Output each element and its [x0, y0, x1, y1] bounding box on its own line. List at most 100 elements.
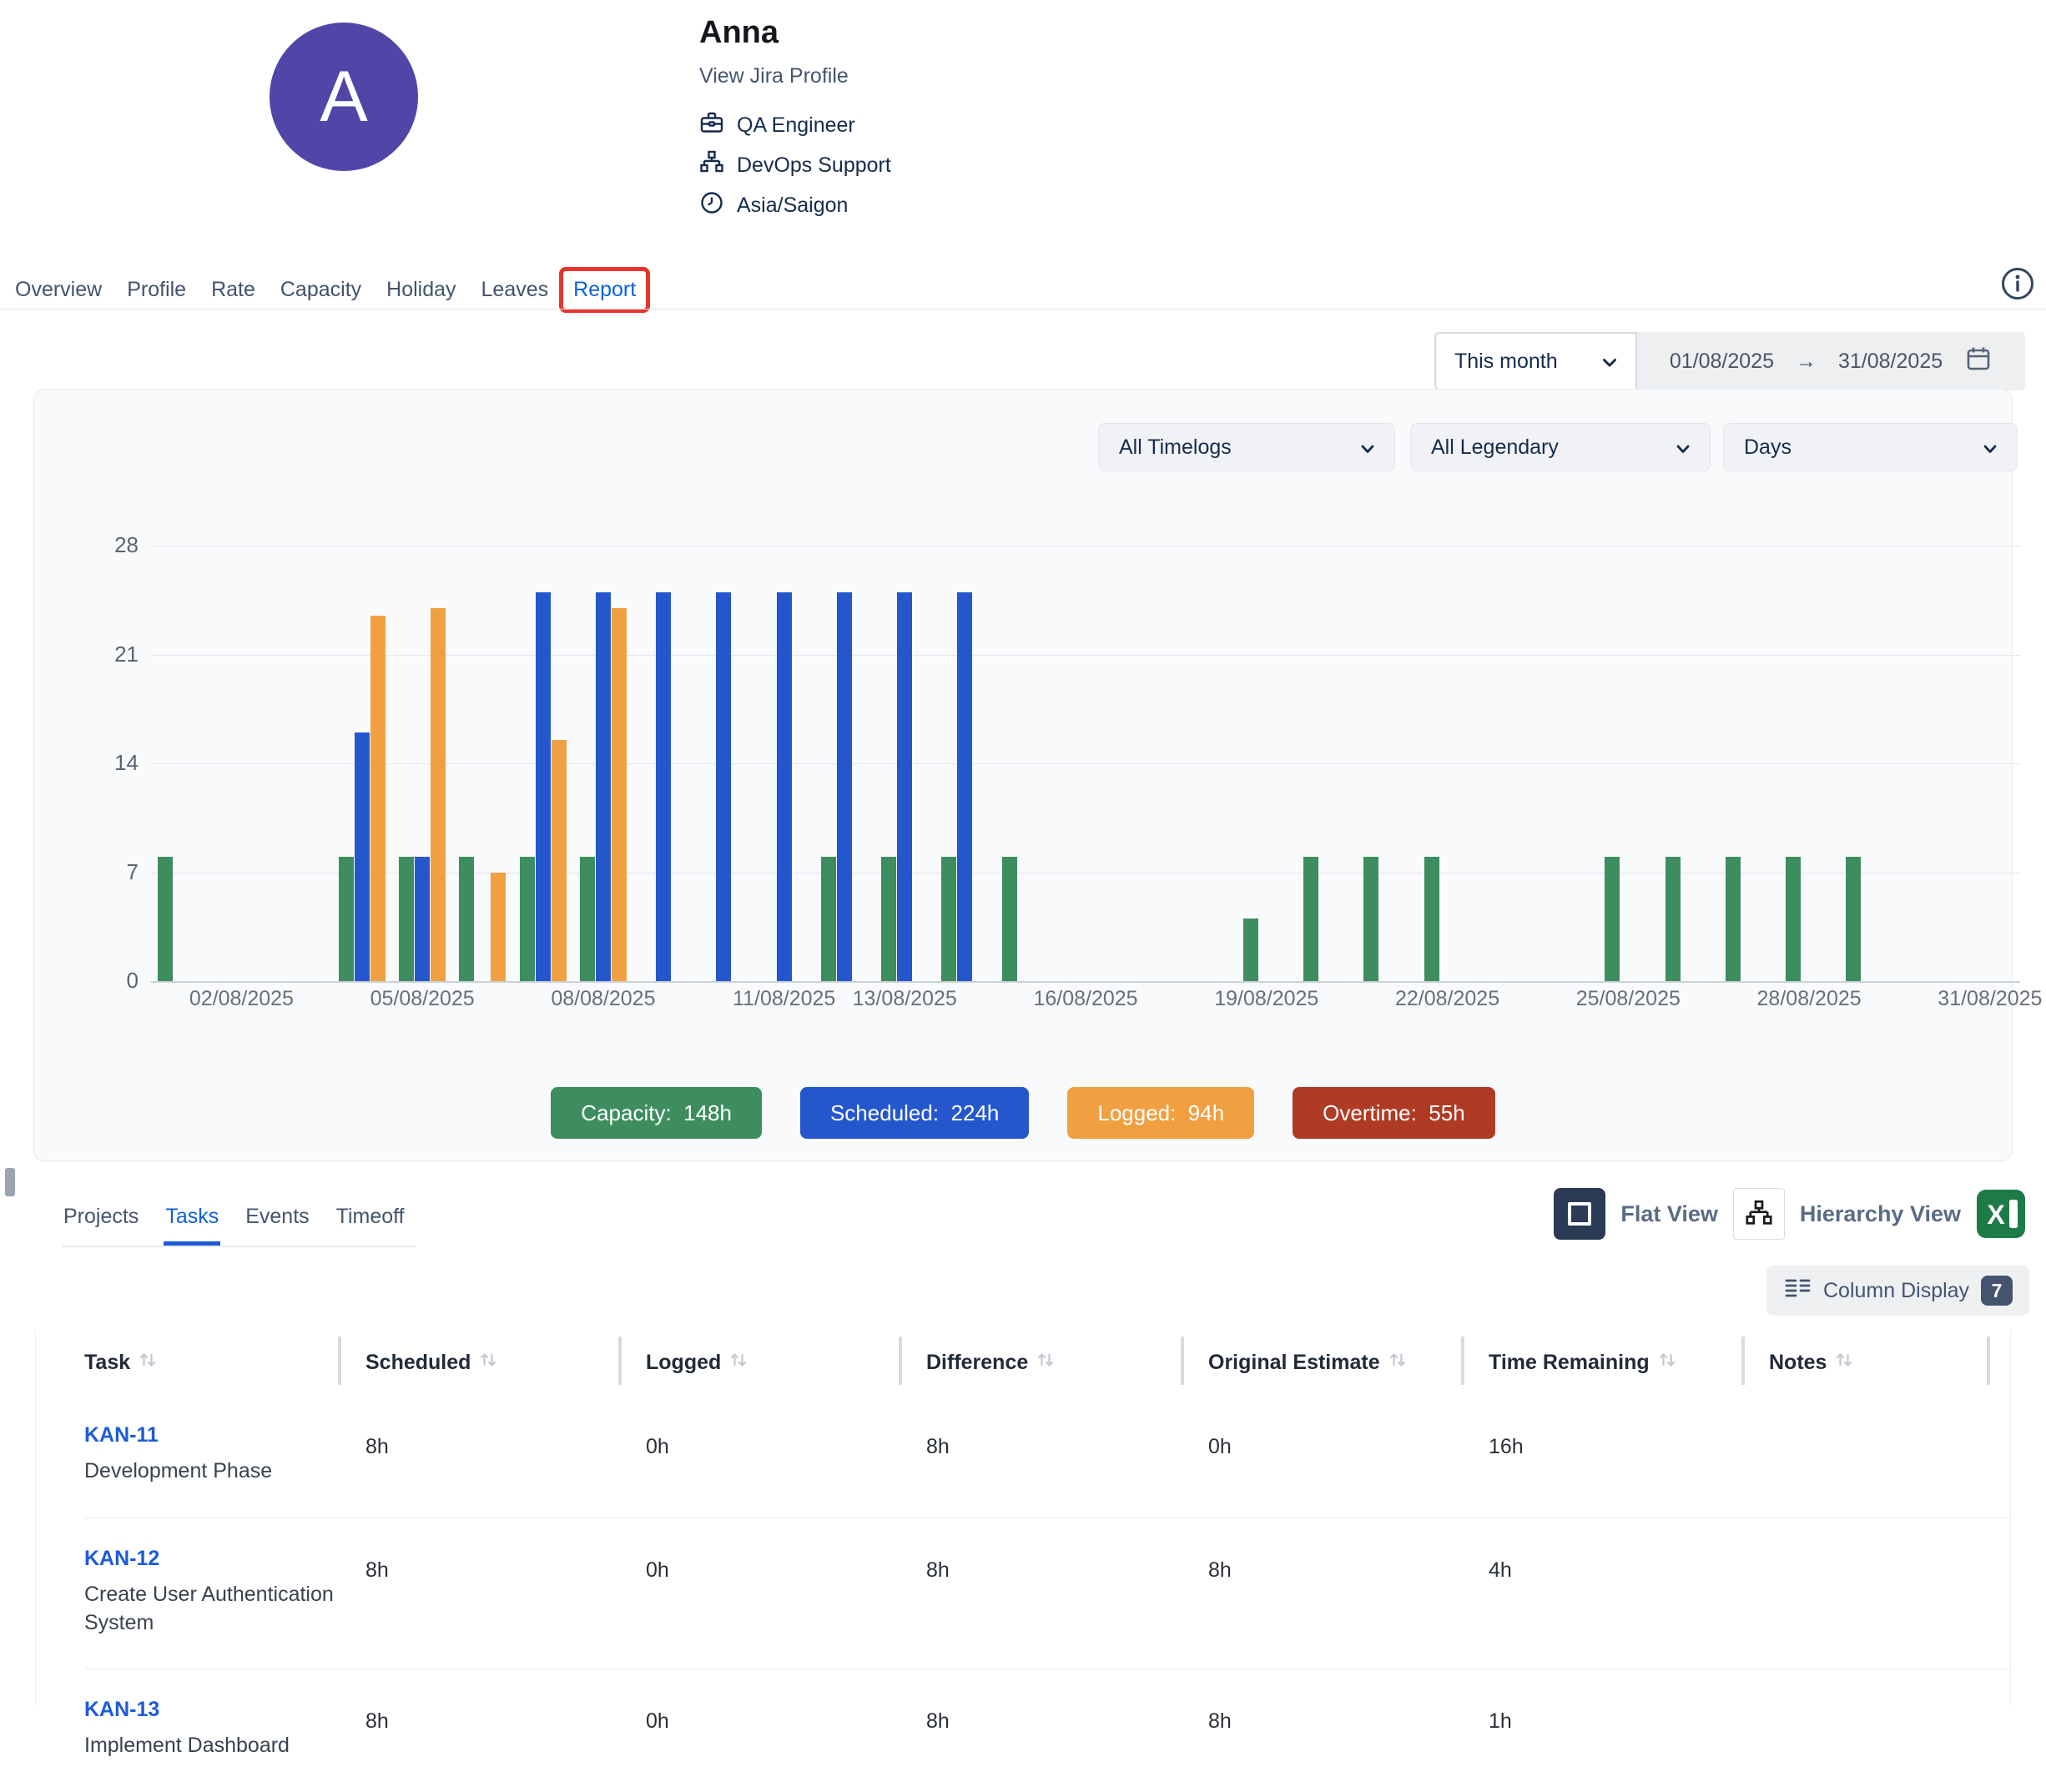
- table-cell: 8h: [926, 1547, 1208, 1583]
- nav-tab-report[interactable]: Report: [573, 278, 636, 302]
- x-axis-tick: 02/08/2025: [158, 987, 325, 1011]
- column-header-label: Logged: [646, 1351, 721, 1375]
- capacity-bar: [1243, 919, 1258, 981]
- nav-tab-profile[interactable]: Profile: [127, 278, 186, 302]
- view-jira-profile-link[interactable]: View Jira Profile: [699, 64, 891, 88]
- task-cell: KAN-12Create User Authentication System: [84, 1547, 365, 1638]
- table-cell: 0h: [646, 1423, 926, 1459]
- detail-tab-timeoff[interactable]: Timeoff: [335, 1193, 406, 1246]
- nav-tab-holiday[interactable]: Holiday: [386, 278, 456, 302]
- table-cell: 8h: [1208, 1698, 1489, 1734]
- table-cell: 8h: [1208, 1547, 1489, 1583]
- flat-view-label[interactable]: Flat View: [1620, 1201, 1718, 1227]
- task-summary: Implement Dashboard: [84, 1732, 335, 1760]
- briefcase-icon: [699, 110, 724, 141]
- column-header-time-remaining[interactable]: Time Remaining: [1489, 1350, 1769, 1376]
- sort-icon[interactable]: [1835, 1350, 1853, 1376]
- table-cell: 8h: [926, 1423, 1208, 1459]
- sort-icon[interactable]: [729, 1350, 748, 1376]
- sort-icon[interactable]: [1658, 1350, 1676, 1376]
- scheduled-bar: [355, 732, 370, 981]
- calendar-icon: [1964, 345, 1993, 379]
- column-count-badge: 7: [1981, 1276, 2013, 1306]
- legend-logged[interactable]: Logged: 94h: [1067, 1087, 1254, 1139]
- task-table: TaskScheduled Logged DifferenceOriginal Es…: [35, 1330, 2011, 1705]
- sort-icon[interactable]: [1036, 1350, 1055, 1376]
- columns-icon: [1783, 1276, 1812, 1306]
- detail-tab-events[interactable]: Events: [244, 1193, 310, 1246]
- hierarchy-view-icon[interactable]: [1733, 1188, 1785, 1240]
- table-cell: 0h: [646, 1547, 926, 1583]
- column-display-button[interactable]: Column Display 7: [1766, 1266, 2029, 1316]
- profile-info: Anna View Jira Profile QA Engineer: [699, 15, 891, 221]
- hierarchy-view-label[interactable]: Hierarchy View: [1800, 1201, 1961, 1227]
- capacity-bar: [399, 857, 414, 981]
- capacity-bar: [941, 857, 956, 981]
- legend-overtime[interactable]: Overtime: 55h: [1293, 1087, 1495, 1139]
- flat-view-icon[interactable]: [1554, 1188, 1605, 1240]
- nav-tab-capacity[interactable]: Capacity: [280, 278, 361, 302]
- column-header-logged[interactable]: Logged: [646, 1350, 926, 1376]
- table-row: KAN-11Development Phase8h0h8h0h16h: [84, 1395, 2010, 1518]
- column-header-task[interactable]: Task: [84, 1350, 365, 1376]
- task-summary: Development Phase: [84, 1457, 335, 1486]
- capacity-bar: [520, 857, 535, 981]
- gridline: [151, 981, 2020, 983]
- task-key-link[interactable]: KAN-12: [84, 1547, 365, 1571]
- logged-bar: [370, 616, 386, 981]
- nav-tab-overview[interactable]: Overview: [15, 278, 102, 302]
- column-header-difference[interactable]: Difference: [926, 1350, 1208, 1376]
- date-range-picker[interactable]: 01/08/2025 → 31/08/2025: [1637, 332, 2025, 390]
- table-cell: 0h: [646, 1698, 926, 1734]
- detail-tab-projects[interactable]: Projects: [62, 1193, 140, 1246]
- scheduled-bar: [957, 592, 972, 981]
- scheduled-bar: [897, 592, 912, 981]
- org-chart-icon: [699, 150, 724, 181]
- view-controls: Flat View Hierarchy View X: [1554, 1188, 2026, 1240]
- x-axis-tick: 25/08/2025: [1545, 987, 1711, 1011]
- table-cell: [1769, 1423, 2010, 1435]
- task-key-link[interactable]: KAN-13: [84, 1698, 365, 1722]
- table-cell: 0h: [1208, 1423, 1489, 1459]
- report-chart-card: All Timelogs All Legendary Days 07142128…: [33, 389, 2013, 1161]
- table-header-row: TaskScheduled Logged DifferenceOriginal Es…: [84, 1330, 2010, 1395]
- info-icon[interactable]: [1999, 265, 2036, 302]
- legend-capacity[interactable]: Capacity: 148h: [551, 1087, 762, 1139]
- column-header-scheduled[interactable]: Scheduled: [365, 1350, 646, 1376]
- sort-icon[interactable]: [139, 1350, 157, 1376]
- sort-icon[interactable]: [479, 1350, 497, 1376]
- x-axis-tick: 08/08/2025: [520, 987, 687, 1011]
- avatar: A: [270, 23, 418, 171]
- nav-tab-rate[interactable]: Rate: [211, 278, 255, 302]
- logged-bar: [552, 740, 567, 981]
- column-header-label: Scheduled: [365, 1351, 471, 1375]
- legend-scheduled[interactable]: Scheduled: 224h: [800, 1087, 1029, 1139]
- capacity-bar: [1303, 857, 1318, 981]
- capacity-bar: [1786, 857, 1801, 981]
- nav-tab-leaves[interactable]: Leaves: [481, 278, 549, 302]
- x-axis-tick: 05/08/2025: [339, 987, 506, 1011]
- capacity-bar: [339, 857, 354, 981]
- period-preset-select[interactable]: This month: [1434, 332, 1637, 390]
- detail-tab-tasks[interactable]: Tasks: [164, 1193, 220, 1246]
- task-key-link[interactable]: KAN-11: [84, 1423, 365, 1447]
- excel-export-icon[interactable]: X: [1976, 1189, 2026, 1239]
- capacity-bar: [1846, 857, 1861, 981]
- table-cell: 1h: [1489, 1698, 1769, 1734]
- table-cell: 4h: [1489, 1547, 1769, 1583]
- column-header-notes[interactable]: Notes: [1769, 1350, 2010, 1376]
- column-header-original-estimate[interactable]: Original Estimate: [1208, 1350, 1489, 1376]
- capacity-bar: [1726, 857, 1741, 981]
- column-header-label: Time Remaining: [1489, 1351, 1650, 1375]
- column-display-label: Column Display: [1823, 1279, 1969, 1303]
- svg-text:X: X: [1987, 1200, 2005, 1230]
- table-cell: 16h: [1489, 1423, 1769, 1459]
- x-axis-tick: 28/08/2025: [1726, 987, 1892, 1011]
- scheduled-bar: [415, 857, 430, 981]
- table-cell: 8h: [365, 1698, 646, 1734]
- y-axis-tick: 28: [80, 532, 139, 558]
- scheduled-bar: [656, 592, 671, 981]
- table-row: KAN-13Implement Dashboard8h0h8h8h1h: [84, 1669, 2010, 1792]
- scheduled-bar: [536, 592, 551, 981]
- sort-icon[interactable]: [1388, 1350, 1407, 1376]
